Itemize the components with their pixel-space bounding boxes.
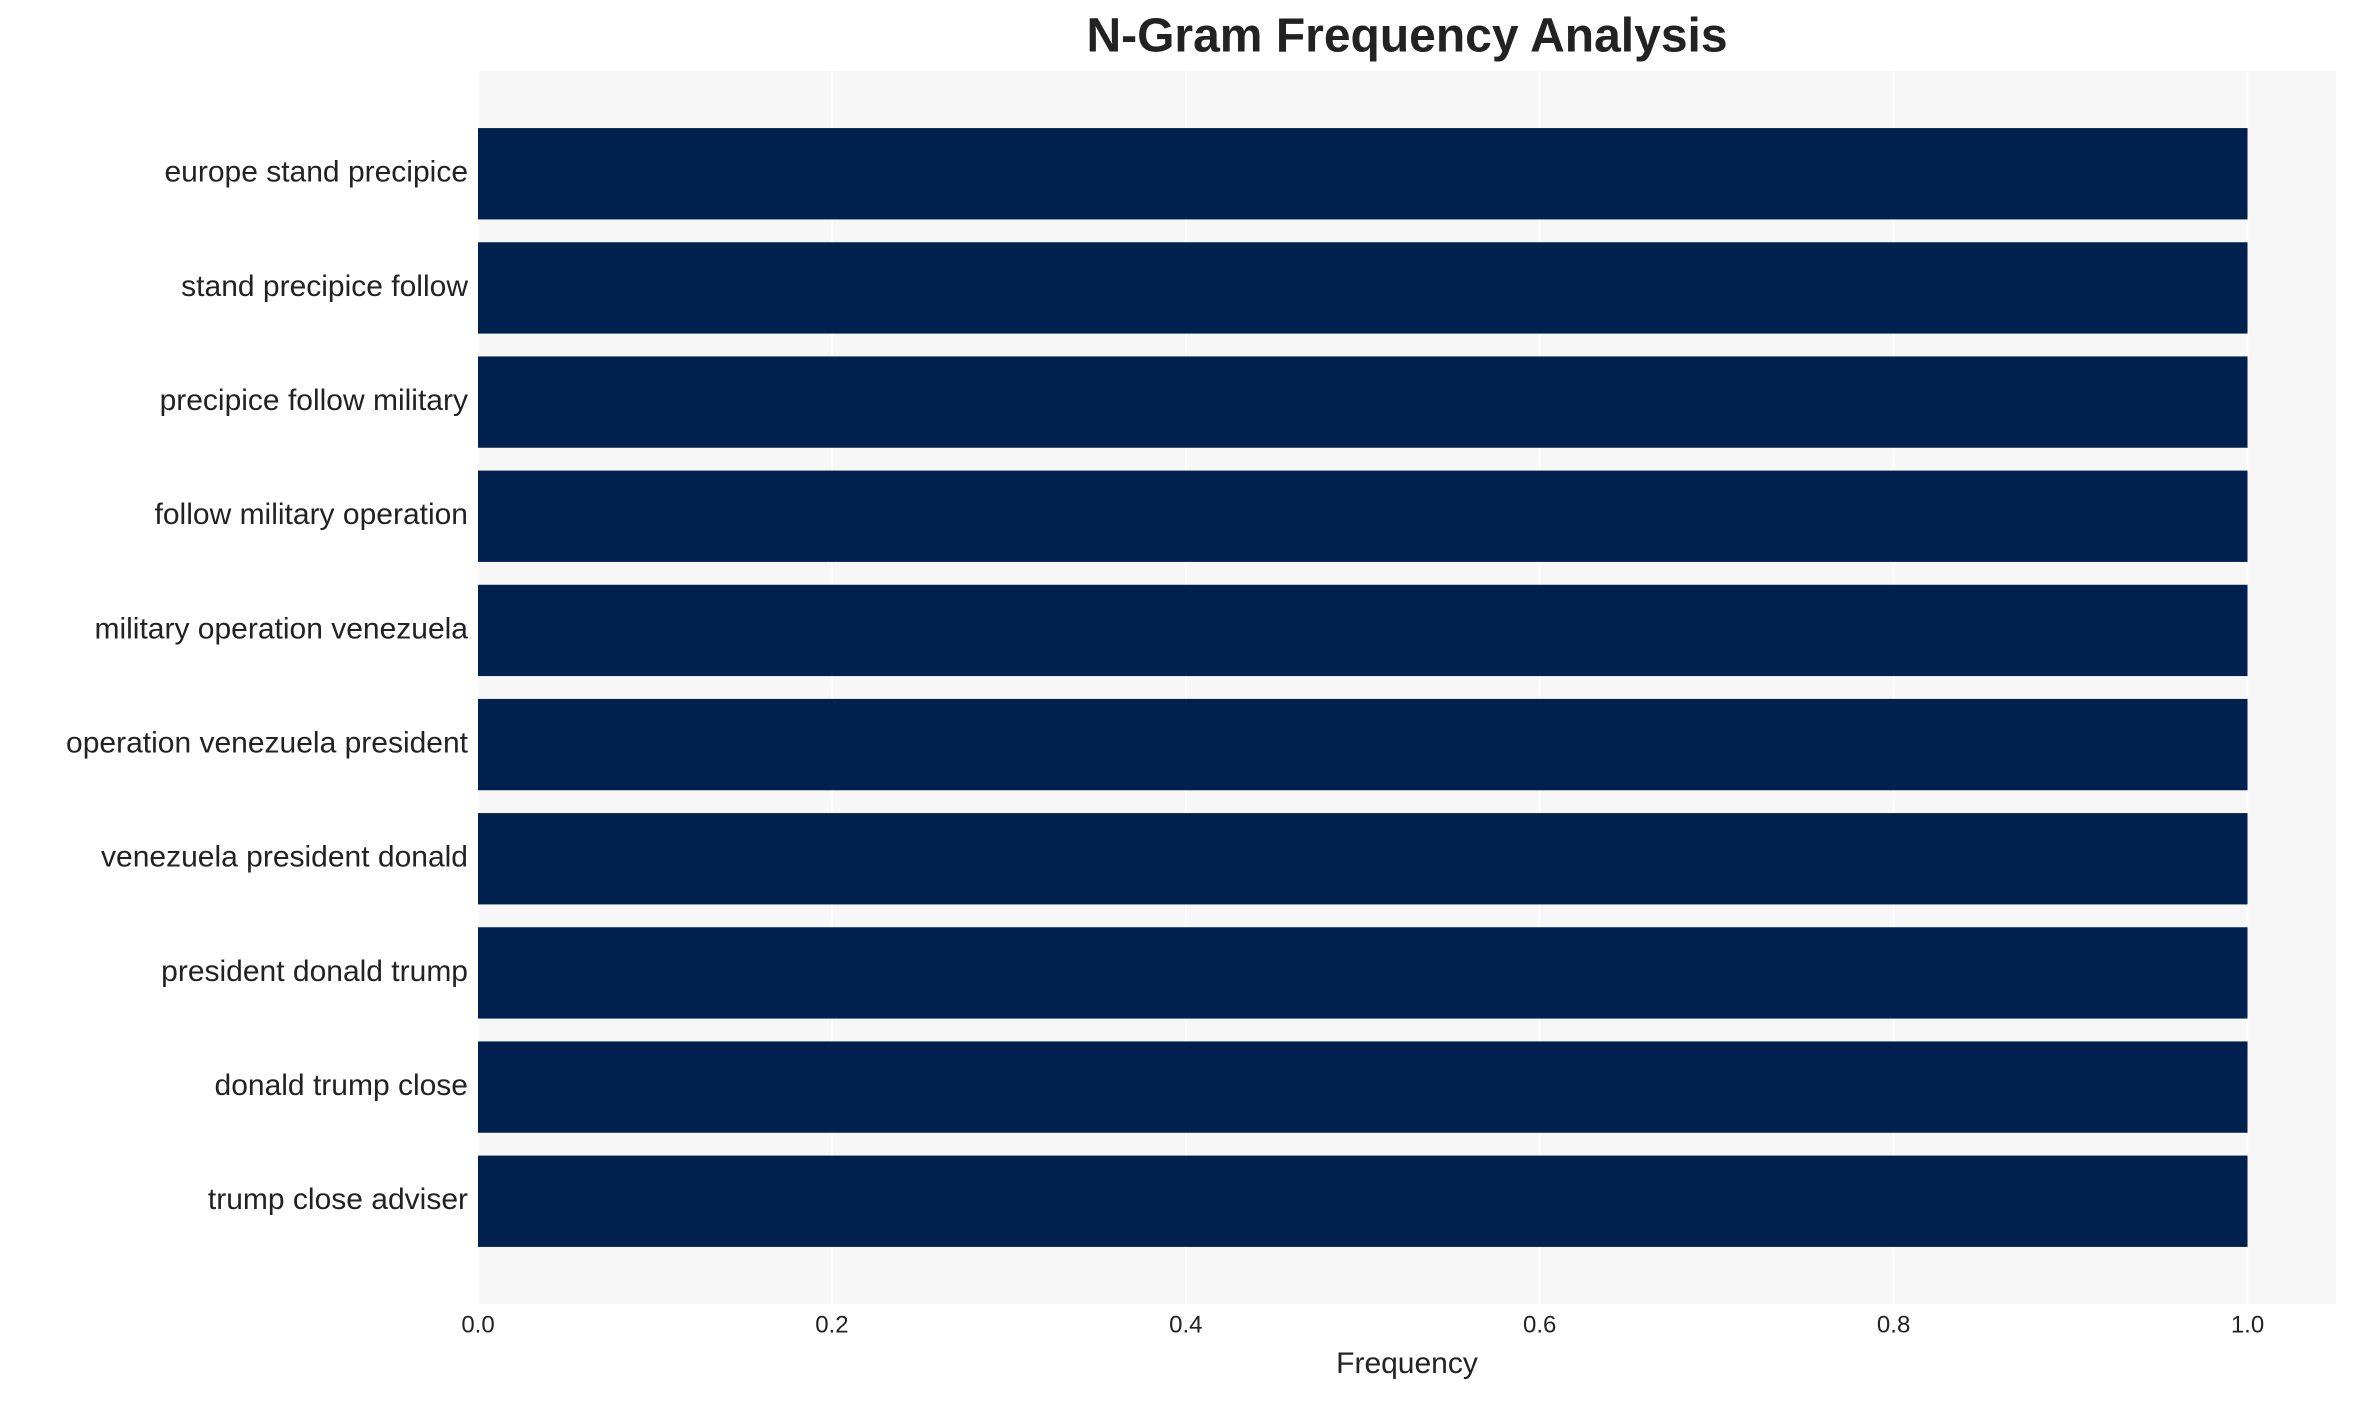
bar [478, 1041, 2248, 1133]
y-tick-label: stand precipice follow [181, 270, 468, 303]
x-tick-label: 0.0 [461, 1311, 494, 1338]
y-tick-label: president donald trump [161, 955, 468, 988]
y-tick-label: follow military operation [155, 498, 468, 531]
y-tick-label: trump close adviser [208, 1183, 468, 1216]
bar [478, 927, 2248, 1019]
y-tick-label: military operation venezuela [94, 612, 468, 645]
x-tick-label: 1.0 [2231, 1311, 2264, 1338]
x-tick-label: 0.8 [1877, 1311, 1910, 1338]
bar [478, 584, 2248, 677]
bar [478, 813, 2248, 905]
bar [478, 470, 2248, 562]
x-axis-label: Frequency [1336, 1347, 1478, 1380]
bar [478, 356, 2248, 448]
y-tick-label: operation venezuela president [66, 727, 469, 760]
y-tick-label: precipice follow military [160, 384, 468, 417]
bar [478, 1155, 2248, 1247]
x-tick-label: 0.2 [815, 1311, 848, 1338]
bar [478, 698, 2248, 791]
x-tick-label: 0.6 [1523, 1311, 1556, 1338]
chart-title: N-Gram Frequency Analysis [1086, 10, 1727, 63]
y-tick-label: donald trump close [215, 1069, 468, 1102]
y-tick-label: europe stand precipice [164, 156, 468, 189]
y-tick-label: venezuela president donald [101, 841, 468, 874]
bar [478, 242, 2248, 334]
x-tick-label: 0.4 [1169, 1311, 1202, 1338]
bar [478, 128, 2248, 220]
